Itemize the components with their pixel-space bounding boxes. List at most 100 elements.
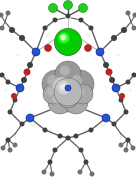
Circle shape: [48, 128, 52, 132]
Circle shape: [119, 93, 125, 99]
Circle shape: [71, 75, 82, 86]
Circle shape: [103, 62, 109, 68]
Circle shape: [43, 84, 63, 104]
Circle shape: [78, 17, 84, 23]
Circle shape: [126, 80, 131, 84]
Circle shape: [89, 128, 94, 132]
Circle shape: [4, 88, 8, 92]
Circle shape: [16, 53, 20, 57]
Circle shape: [101, 123, 105, 127]
Circle shape: [54, 78, 82, 106]
Circle shape: [128, 76, 132, 80]
Circle shape: [26, 114, 34, 122]
Circle shape: [0, 25, 4, 31]
Circle shape: [118, 98, 123, 102]
Circle shape: [0, 13, 4, 17]
Circle shape: [63, 38, 78, 53]
Circle shape: [52, 94, 62, 104]
Circle shape: [13, 98, 18, 102]
Circle shape: [112, 122, 117, 126]
Circle shape: [16, 84, 24, 92]
Circle shape: [84, 128, 88, 132]
Circle shape: [126, 137, 131, 143]
Circle shape: [66, 70, 94, 98]
Circle shape: [73, 134, 78, 139]
Circle shape: [66, 136, 70, 141]
Circle shape: [84, 159, 89, 165]
Circle shape: [47, 159, 52, 165]
Circle shape: [118, 143, 123, 147]
Circle shape: [60, 34, 66, 40]
Circle shape: [44, 45, 52, 52]
Circle shape: [55, 29, 81, 56]
Circle shape: [123, 147, 129, 153]
Circle shape: [58, 134, 63, 139]
Circle shape: [61, 35, 65, 39]
Circle shape: [55, 61, 81, 87]
Circle shape: [73, 84, 93, 104]
Circle shape: [78, 169, 83, 175]
Circle shape: [68, 94, 78, 104]
Circle shape: [58, 82, 70, 94]
Circle shape: [89, 25, 94, 31]
Circle shape: [48, 90, 72, 114]
Circle shape: [5, 137, 10, 143]
Circle shape: [49, 3, 58, 13]
Circle shape: [128, 88, 132, 92]
Circle shape: [65, 85, 71, 91]
Circle shape: [102, 114, 110, 122]
Circle shape: [53, 77, 71, 95]
Circle shape: [86, 33, 90, 37]
Circle shape: [64, 90, 88, 114]
Circle shape: [19, 122, 24, 126]
Circle shape: [1, 145, 5, 151]
Circle shape: [11, 93, 17, 99]
Circle shape: [60, 84, 66, 90]
Circle shape: [21, 77, 27, 83]
Circle shape: [52, 17, 58, 23]
Circle shape: [58, 32, 70, 44]
Circle shape: [64, 1, 72, 9]
Circle shape: [41, 169, 47, 175]
Circle shape: [57, 81, 65, 89]
Circle shape: [132, 25, 136, 31]
Circle shape: [31, 123, 35, 127]
Circle shape: [52, 147, 58, 153]
Circle shape: [4, 76, 8, 80]
Circle shape: [112, 84, 120, 92]
Circle shape: [121, 27, 127, 33]
Circle shape: [84, 45, 92, 52]
Circle shape: [66, 13, 70, 19]
Circle shape: [19, 35, 25, 41]
Circle shape: [42, 70, 70, 98]
Circle shape: [47, 88, 55, 96]
Circle shape: [123, 110, 129, 114]
Circle shape: [131, 145, 135, 151]
Circle shape: [5, 11, 10, 15]
Circle shape: [13, 143, 18, 147]
Circle shape: [57, 86, 79, 108]
Circle shape: [132, 13, 136, 17]
Circle shape: [78, 3, 87, 13]
Circle shape: [24, 40, 28, 44]
Circle shape: [42, 128, 47, 132]
Circle shape: [5, 80, 10, 84]
Circle shape: [106, 68, 112, 76]
Circle shape: [132, 72, 136, 78]
Circle shape: [24, 68, 30, 76]
Circle shape: [89, 171, 95, 177]
Circle shape: [7, 110, 13, 114]
Circle shape: [46, 33, 50, 37]
Circle shape: [48, 72, 88, 112]
Circle shape: [55, 29, 81, 56]
Circle shape: [42, 25, 47, 31]
Circle shape: [96, 48, 104, 56]
Circle shape: [111, 35, 117, 41]
Circle shape: [60, 66, 70, 76]
Circle shape: [109, 77, 115, 83]
Circle shape: [126, 11, 131, 15]
Circle shape: [27, 62, 33, 68]
Circle shape: [56, 80, 70, 94]
Circle shape: [60, 34, 66, 40]
Circle shape: [50, 171, 55, 177]
